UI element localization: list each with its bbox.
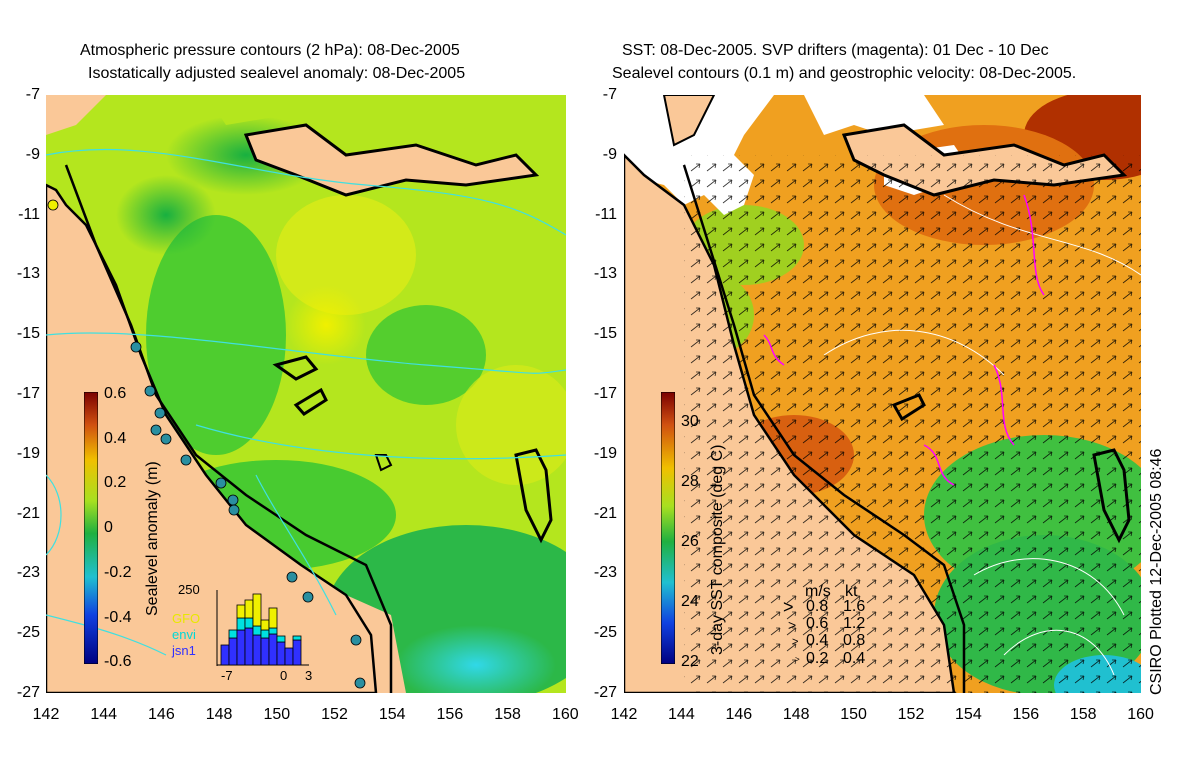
histogram-xtick-0: -7 [221,668,233,683]
right-lon-tick: 150 [840,706,867,723]
right-lat-tick: -15 [593,325,617,343]
left-title-line1: Atmospheric pressure contours (2 hPa): 0… [80,42,460,59]
right-lon-tick: 156 [1012,706,1040,723]
right-lon-tick: 142 [610,706,638,723]
velocity-row-4-kt: 0.4 [843,650,866,667]
right-sst-map [624,95,1141,693]
left-cb-tick-6: -0.6 [104,653,132,670]
velocity-row-2-kt: 1.2 [843,615,866,632]
velocity-row-4-ms: 0.2 [806,650,829,667]
right-lat-tick: -21 [593,504,617,522]
right-lon-tick: 152 [897,706,925,723]
right-colorbar-label: 3-day SST composite (deg C) [709,444,726,655]
right-lon-tick: 160 [1127,706,1154,723]
left-lat-tick: -13 [16,265,40,283]
track-histogram [216,590,309,666]
right-lon-tick: 158 [1069,706,1097,723]
right-lat-tick: -11 [595,205,617,223]
left-cb-tick-2: 0.2 [104,474,127,491]
left-lat-tick: -9 [25,145,40,163]
left-lon-tick: 152 [321,706,348,723]
histogram-xtick-2: 3 [305,668,313,683]
left-lat-tick: -15 [16,325,40,343]
left-cb-tick-5: -0.4 [104,609,132,626]
left-cb-tick-0: 0.6 [104,385,127,402]
left-colorbar-label: Sealevel anomaly (m) [144,461,161,616]
right-lon-tick: 154 [955,706,982,723]
velocity-legend-kt-header: kt [845,583,858,600]
left-lon-tick: 158 [494,706,521,723]
right-cb-tick-4: 22 [681,653,699,670]
left-title-line2: Isostatically adjusted sealevel anomaly:… [88,65,466,82]
velocity-row-1-kt: 1.6 [843,598,866,615]
histogram-xtick-1: 0 [280,668,288,683]
left-lon-tick: 148 [205,706,233,723]
right-lat-tick: -7 [602,86,617,103]
right-lat-tick: -17 [593,385,617,402]
right-cb-tick-2: 26 [681,533,699,550]
right-cb-tick-3: 24 [681,593,699,610]
right-lat-tick: -13 [593,265,617,283]
left-lon-tick: 150 [263,706,291,723]
left-lat-tick: -11 [18,205,40,223]
right-cb-tick-0: 30 [681,413,699,430]
left-lat-tick: -21 [16,504,40,522]
right-lon-tick: 146 [725,706,753,723]
legend-gfo: GFO [172,611,201,626]
left-colorbar [84,392,98,664]
right-title-line1: SST: 08-Dec-2005. SVP drifters (magenta)… [622,42,1049,59]
velocity-legend-ms-header: m/s [805,583,831,600]
histogram-ymax: 250 [178,582,200,597]
left-lat-tick: -17 [16,385,40,402]
left-lat-tick: -27 [16,684,40,701]
left-lat-tick: -7 [25,86,40,103]
right-title-line2: Sealevel contours (0.1 m) and geostrophi… [612,65,1077,82]
left-lat-tick: -19 [16,444,40,462]
left-lat-tick: -25 [16,624,40,642]
velocity-row-3-ms: 0.4 [806,632,829,649]
left-lon-tick: 160 [551,706,579,723]
left-cb-tick-4: -0.2 [104,564,132,581]
right-lat-tick: -23 [593,564,617,582]
right-colorbar [661,392,675,664]
left-cb-tick-3: 0 [104,519,113,536]
velocity-row-1-ms: 0.8 [806,598,829,615]
velocity-row-3-kt: 0.8 [843,632,866,649]
velocity-arrow-3: > [792,636,799,648]
right-lat-tick: -25 [593,624,617,642]
left-lon-tick: 142 [32,706,60,723]
left-lon-tick: 146 [148,706,175,723]
left-lat-tick: -23 [16,564,40,582]
left-lon-tick: 156 [436,706,464,723]
right-lon-tick: 144 [668,706,695,723]
right-lat-tick: -19 [593,444,617,462]
velocity-row-2-ms: 0.6 [806,615,829,632]
left-cb-tick-1: 0.4 [104,430,127,447]
legend-jsn1: jsn1 [172,643,196,658]
left-sealevel-map [46,95,566,693]
left-lon-tick: 144 [90,706,118,723]
legend-envi: envi [172,627,196,642]
velocity-arrow-2: > [788,617,797,633]
right-lon-tick: 148 [782,706,810,723]
velocity-arrow-1: > [783,597,794,617]
plot-credit: CSIRO Plotted 12-Dec-2005 08:46 [1148,448,1165,695]
velocity-arrow-4: > [795,655,800,664]
right-cb-tick-1: 28 [681,473,699,490]
left-lon-tick: 154 [378,706,406,723]
right-lat-tick: -27 [593,684,617,701]
right-lat-tick: -9 [602,145,617,163]
